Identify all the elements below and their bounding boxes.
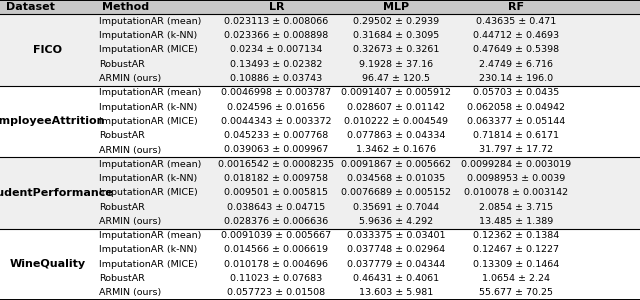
Text: ARMIN (ours): ARMIN (ours) — [99, 288, 161, 297]
Text: 0.034568 ± 0.01035: 0.034568 ± 0.01035 — [348, 174, 445, 183]
Text: 0.12362 ± 0.1384: 0.12362 ± 0.1384 — [473, 231, 559, 240]
Text: 0.13309 ± 0.1464: 0.13309 ± 0.1464 — [473, 260, 559, 269]
Text: 55.677 ± 70.25: 55.677 ± 70.25 — [479, 288, 553, 297]
Text: 0.0091407 ± 0.005912: 0.0091407 ± 0.005912 — [342, 88, 451, 98]
Bar — [0, 86, 640, 157]
Text: ARMIN (ours): ARMIN (ours) — [99, 146, 161, 154]
Text: 0.010222 ± 0.004549: 0.010222 ± 0.004549 — [344, 117, 449, 126]
Text: 9.1928 ± 37.16: 9.1928 ± 37.16 — [360, 60, 433, 69]
Text: EmployeeAttrition: EmployeeAttrition — [0, 116, 105, 126]
Text: MLP: MLP — [383, 2, 410, 12]
Text: 0.44712 ± 0.4693: 0.44712 ± 0.4693 — [473, 31, 559, 40]
Text: 0.32673 ± 0.3261: 0.32673 ± 0.3261 — [353, 46, 440, 55]
Text: 0.037748 ± 0.02964: 0.037748 ± 0.02964 — [348, 245, 445, 254]
Text: 0.033375 ± 0.03401: 0.033375 ± 0.03401 — [348, 231, 445, 240]
Text: 0.024596 ± 0.01656: 0.024596 ± 0.01656 — [227, 103, 326, 112]
Text: 0.038643 ± 0.04715: 0.038643 ± 0.04715 — [227, 202, 326, 211]
Text: ImputationAR (mean): ImputationAR (mean) — [99, 231, 202, 240]
Text: Method: Method — [102, 2, 150, 12]
Text: ImputationAR (mean): ImputationAR (mean) — [99, 17, 202, 26]
Text: 0.0098953 ± 0.0039: 0.0098953 ± 0.0039 — [467, 174, 565, 183]
Text: 0.014566 ± 0.006619: 0.014566 ± 0.006619 — [225, 245, 328, 254]
Text: 0.023366 ± 0.008898: 0.023366 ± 0.008898 — [225, 31, 328, 40]
Text: 1.3462 ± 0.1676: 1.3462 ± 0.1676 — [356, 146, 436, 154]
Text: 0.0044343 ± 0.003372: 0.0044343 ± 0.003372 — [221, 117, 332, 126]
Text: ImputationAR (k-NN): ImputationAR (k-NN) — [99, 245, 198, 254]
Text: 0.062058 ± 0.04942: 0.062058 ± 0.04942 — [467, 103, 565, 112]
Text: 0.018182 ± 0.009758: 0.018182 ± 0.009758 — [225, 174, 328, 183]
Text: WineQuality: WineQuality — [10, 259, 86, 269]
Text: RobustAR: RobustAR — [99, 202, 145, 211]
Text: ImputationAR (mean): ImputationAR (mean) — [99, 88, 202, 98]
Text: ImputationAR (k-NN): ImputationAR (k-NN) — [99, 174, 198, 183]
Text: 0.009501 ± 0.005815: 0.009501 ± 0.005815 — [225, 188, 328, 197]
Text: 0.47649 ± 0.5398: 0.47649 ± 0.5398 — [473, 46, 559, 55]
Text: 13.603 ± 5.981: 13.603 ± 5.981 — [359, 288, 434, 297]
Text: 0.71814 ± 0.6171: 0.71814 ± 0.6171 — [473, 131, 559, 140]
Bar — [0, 0, 640, 14]
Text: 13.485 ± 1.389: 13.485 ± 1.389 — [479, 217, 554, 226]
Text: 96.47 ± 120.5: 96.47 ± 120.5 — [362, 74, 431, 83]
Text: ImputationAR (MICE): ImputationAR (MICE) — [99, 46, 198, 55]
Text: 0.028376 ± 0.006636: 0.028376 ± 0.006636 — [225, 217, 328, 226]
Text: 0.0099284 ± 0.003019: 0.0099284 ± 0.003019 — [461, 160, 572, 169]
Text: 0.31684 ± 0.3095: 0.31684 ± 0.3095 — [353, 31, 440, 40]
Text: 0.0091867 ± 0.005662: 0.0091867 ± 0.005662 — [342, 160, 451, 169]
Text: RF: RF — [508, 2, 524, 12]
Text: 0.11023 ± 0.07683: 0.11023 ± 0.07683 — [230, 274, 323, 283]
Text: 0.077863 ± 0.04334: 0.077863 ± 0.04334 — [348, 131, 445, 140]
Text: ARMIN (ours): ARMIN (ours) — [99, 217, 161, 226]
Text: 0.039063 ± 0.009967: 0.039063 ± 0.009967 — [225, 146, 328, 154]
Text: 230.14 ± 196.0: 230.14 ± 196.0 — [479, 74, 553, 83]
Text: 0.29502 ± 0.2939: 0.29502 ± 0.2939 — [353, 17, 440, 26]
Text: 0.010178 ± 0.004696: 0.010178 ± 0.004696 — [225, 260, 328, 269]
Text: StudentPerformance: StudentPerformance — [0, 188, 113, 198]
Text: ImputationAR (MICE): ImputationAR (MICE) — [99, 188, 198, 197]
Bar — [0, 14, 640, 86]
Text: 0.0046998 ± 0.003787: 0.0046998 ± 0.003787 — [221, 88, 332, 98]
Text: Dataset: Dataset — [6, 2, 55, 12]
Text: 0.028607 ± 0.01142: 0.028607 ± 0.01142 — [348, 103, 445, 112]
Text: 0.35691 ± 0.7044: 0.35691 ± 0.7044 — [353, 202, 440, 211]
Text: 0.0016542 ± 0.0008235: 0.0016542 ± 0.0008235 — [218, 160, 335, 169]
Text: RobustAR: RobustAR — [99, 131, 145, 140]
Text: 0.010078 ± 0.003142: 0.010078 ± 0.003142 — [464, 188, 568, 197]
Text: 0.43635 ± 0.471: 0.43635 ± 0.471 — [476, 17, 556, 26]
Text: ImputationAR (MICE): ImputationAR (MICE) — [99, 260, 198, 269]
Text: FICO: FICO — [33, 45, 63, 55]
Text: 0.10886 ± 0.03743: 0.10886 ± 0.03743 — [230, 74, 323, 83]
Text: ImputationAR (MICE): ImputationAR (MICE) — [99, 117, 198, 126]
Text: 0.045233 ± 0.007768: 0.045233 ± 0.007768 — [225, 131, 328, 140]
Text: RobustAR: RobustAR — [99, 60, 145, 69]
Text: 2.4749 ± 6.716: 2.4749 ± 6.716 — [479, 60, 553, 69]
Text: 0.05703 ± 0.0435: 0.05703 ± 0.0435 — [473, 88, 559, 98]
Text: 0.0076689 ± 0.005152: 0.0076689 ± 0.005152 — [342, 188, 451, 197]
Text: 31.797 ± 17.72: 31.797 ± 17.72 — [479, 146, 553, 154]
Text: LR: LR — [269, 2, 284, 12]
Text: 0.057723 ± 0.01508: 0.057723 ± 0.01508 — [227, 288, 326, 297]
Text: 0.023113 ± 0.008066: 0.023113 ± 0.008066 — [225, 17, 328, 26]
Text: 0.12467 ± 0.1227: 0.12467 ± 0.1227 — [473, 245, 559, 254]
Text: ARMIN (ours): ARMIN (ours) — [99, 74, 161, 83]
Text: 0.46431 ± 0.4061: 0.46431 ± 0.4061 — [353, 274, 440, 283]
Text: ImputationAR (k-NN): ImputationAR (k-NN) — [99, 103, 198, 112]
Text: RobustAR: RobustAR — [99, 274, 145, 283]
Text: 5.9636 ± 4.292: 5.9636 ± 4.292 — [360, 217, 433, 226]
Text: ImputationAR (k-NN): ImputationAR (k-NN) — [99, 31, 198, 40]
Bar — [0, 157, 640, 229]
Text: ImputationAR (mean): ImputationAR (mean) — [99, 160, 202, 169]
Text: 2.0854 ± 3.715: 2.0854 ± 3.715 — [479, 202, 553, 211]
Bar — [0, 229, 640, 300]
Text: 1.0654 ± 2.24: 1.0654 ± 2.24 — [482, 274, 550, 283]
Text: 0.0091039 ± 0.005667: 0.0091039 ± 0.005667 — [221, 231, 332, 240]
Text: 0.037779 ± 0.04344: 0.037779 ± 0.04344 — [348, 260, 445, 269]
Text: 0.13493 ± 0.02382: 0.13493 ± 0.02382 — [230, 60, 323, 69]
Text: 0.0234 ± 0.007134: 0.0234 ± 0.007134 — [230, 46, 323, 55]
Text: 0.063377 ± 0.05144: 0.063377 ± 0.05144 — [467, 117, 565, 126]
